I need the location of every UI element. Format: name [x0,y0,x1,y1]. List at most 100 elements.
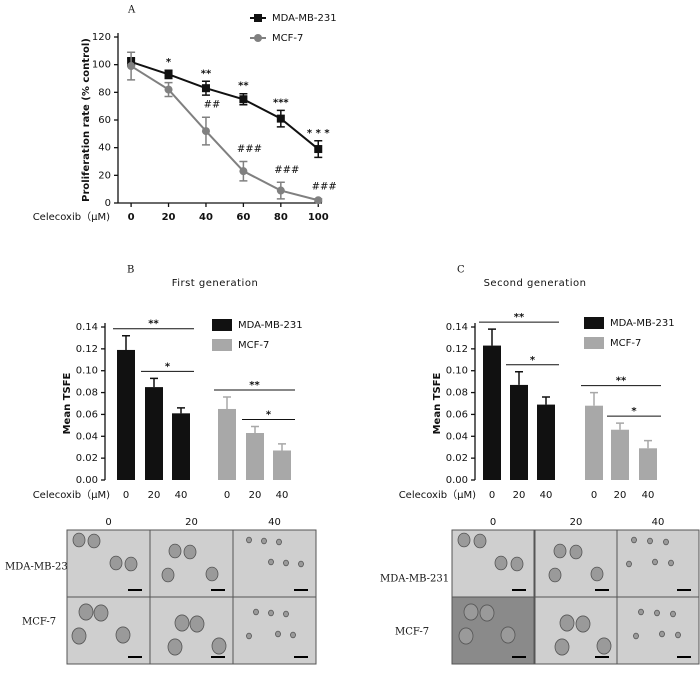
legend-marker [254,14,262,22]
y-tick-label: 120 [92,32,111,43]
x-tick-label: 40 [175,490,188,501]
legend-swatch [584,317,604,329]
error-bar [644,439,652,449]
significance: * [165,361,171,372]
sphere [647,537,653,545]
marker [314,145,323,154]
significance: ### [237,144,262,155]
sphere [261,537,267,545]
significance: * [166,57,172,68]
sphere [596,637,612,655]
y-tick-label: 0.14 [446,322,468,333]
sphere [633,632,639,640]
sphere [78,603,94,621]
sphere [473,533,487,549]
x-tick-label: 0 [591,490,597,501]
y-tick-label: 0.08 [76,388,98,399]
x-tick-label: 40 [540,490,553,501]
bar [273,450,291,480]
x-tick-label: 20 [148,490,161,501]
panel-label: C [457,265,465,276]
bar [510,384,528,480]
sphere [654,609,660,617]
sphere [275,630,281,638]
bar [585,405,603,480]
error-bar [590,391,598,406]
significance: * [530,355,536,366]
bar [639,448,657,480]
error-bar [488,328,496,346]
sphere [458,627,474,645]
error-bar [177,407,185,414]
column-label: 0 [105,517,111,528]
significance: ** [249,380,260,391]
x-tick-label: 100 [308,212,329,223]
sphere [93,604,109,622]
micrograph [232,596,317,665]
chart-title: Second generation [484,278,587,289]
bar [611,429,629,480]
x-tick-label: 20 [162,212,176,223]
sphere [87,533,101,549]
marker [201,84,210,93]
bar [145,387,163,480]
y-tick-label: 0.02 [446,453,468,464]
x-tick-label: 0 [224,490,230,501]
sphere [559,614,575,632]
sphere [575,615,591,633]
row-label: MDA-MB-231 [5,562,74,573]
error-bar [223,396,231,409]
y-tick-label: 0.06 [446,409,468,420]
legend-marker [254,34,262,42]
sphere [626,560,632,568]
y-tick-label: 0.00 [76,475,98,486]
y-tick-label: 20 [98,170,111,181]
marker [164,70,173,79]
error-bar [122,334,130,350]
column-label: 20 [185,517,198,528]
column-label: 20 [570,517,583,528]
marker [276,114,285,123]
significance: ** [148,319,159,330]
y-axis-label: Mean TSFE [432,372,443,434]
y-axis-label: Proliferation rate (% control) [81,38,92,202]
chart-title: First generation [172,278,259,289]
legend-swatch [212,319,232,331]
sphere [161,567,175,583]
legend-swatch [212,339,232,351]
sphere [553,543,567,559]
bar [117,349,135,480]
sphere [174,614,190,632]
panel-label: A [127,5,136,16]
legend-label: MDA-MB-231 [610,318,675,329]
sphere [463,603,479,621]
panel-label: B [127,265,134,276]
sphere [668,559,674,567]
x-tick-label: 40 [276,490,289,501]
sphere [675,631,681,639]
marker [127,62,136,71]
x-tick-label: 60 [236,212,250,223]
sphere [276,538,282,546]
significance: * * * [307,128,330,139]
y-tick-label: 0.00 [446,475,468,486]
row-label: MDA-MB-231 [380,574,449,585]
significance: ** [238,81,249,92]
significance: ### [312,181,337,192]
sphere [298,560,304,568]
bar [172,413,190,480]
marker [276,186,285,195]
sphere [109,555,123,571]
x-axis-label: Celecoxib（μM) [399,489,476,501]
sphere [167,638,183,656]
y-tick-label: 0 [105,198,111,209]
bar [218,408,236,480]
sphere [479,604,495,622]
significance: ## [204,100,221,111]
series-line [130,65,319,202]
x-tick-label: 40 [199,212,213,223]
marker [239,167,248,176]
sphere [268,609,274,617]
y-tick-label: 0.10 [446,366,468,377]
sphere [457,532,471,548]
